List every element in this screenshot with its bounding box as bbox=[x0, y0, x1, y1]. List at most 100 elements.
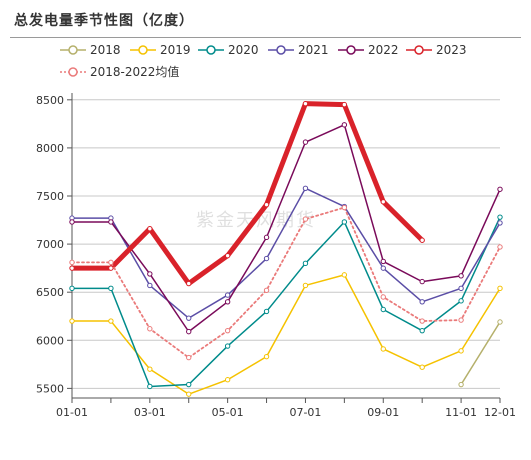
data-point-2022-12-01 bbox=[497, 186, 503, 192]
data-point-2018-2022--05-01 bbox=[224, 327, 231, 334]
series-line-2019 bbox=[71, 274, 501, 395]
data-point-2023-07-01 bbox=[302, 100, 309, 107]
data-point-2022-11-01 bbox=[458, 273, 464, 279]
data-point-2021-07-01 bbox=[302, 185, 309, 192]
data-point-2023-03-01 bbox=[147, 226, 153, 232]
legend-item-2018[interactable]: 2018 bbox=[60, 40, 121, 60]
data-point-2021-05-01 bbox=[224, 292, 231, 298]
data-point-2020-05-01 bbox=[224, 343, 231, 349]
data-point-2019-07-01 bbox=[302, 282, 309, 289]
y-tick-label-8000: 8000 bbox=[36, 142, 64, 155]
y-tick-label-7000: 7000 bbox=[36, 238, 64, 251]
data-point-2022-05-01 bbox=[224, 299, 231, 305]
data-point-2021-10-01 bbox=[419, 299, 425, 305]
data-point-2023-05-01 bbox=[224, 252, 231, 259]
chart-title: 总发电量季节性图（亿度） bbox=[14, 13, 194, 29]
legend-item-2020[interactable]: 2020 bbox=[198, 40, 259, 60]
data-point-2018-2022--11-01 bbox=[458, 317, 464, 323]
data-point-2020-08-01 bbox=[341, 219, 348, 225]
data-point-2019-06-01 bbox=[263, 353, 270, 360]
data-point-2023-01-01 bbox=[69, 265, 75, 271]
data-point-2019-01-01 bbox=[69, 318, 75, 324]
data-point-2021-09-01 bbox=[380, 265, 386, 271]
data-point-2019-03-01 bbox=[147, 366, 153, 372]
legend-label-2018-2022-: 2018-2022均值 bbox=[90, 65, 180, 79]
series-line-2020 bbox=[71, 216, 501, 388]
legend-label-2022: 2022 bbox=[368, 43, 399, 57]
legend-label-2019: 2019 bbox=[160, 43, 191, 57]
data-point-2019-12-01 bbox=[497, 285, 503, 292]
data-point-2021-04-01 bbox=[186, 315, 192, 321]
legend-swatch-2022 bbox=[338, 45, 364, 55]
data-point-2022-03-01 bbox=[147, 271, 153, 277]
x-tick-label-05-01: 05-01 bbox=[212, 406, 244, 419]
data-point-2018-2022--01-01 bbox=[69, 259, 75, 266]
legend-item-2019[interactable]: 2019 bbox=[130, 40, 191, 60]
data-point-2019-04-01 bbox=[186, 391, 192, 397]
data-point-2022-01-01 bbox=[69, 219, 75, 225]
series-line-2018 bbox=[460, 321, 501, 386]
legend-swatch-2019 bbox=[130, 45, 156, 55]
data-point-2022-09-01 bbox=[380, 258, 386, 265]
data-point-2019-11-01 bbox=[458, 348, 464, 354]
data-point-2021-12-01 bbox=[497, 220, 503, 226]
x-tick-label-01-01: 01-01 bbox=[56, 406, 88, 419]
data-point-2020-12-01 bbox=[497, 214, 503, 220]
title-divider bbox=[10, 37, 521, 38]
data-point-2018-12-01 bbox=[497, 319, 503, 325]
data-point-2019-05-01 bbox=[224, 377, 231, 383]
legend-swatch-2020 bbox=[198, 45, 224, 55]
legend-item-2023[interactable]: 2023 bbox=[406, 40, 467, 60]
data-point-2020-01-01 bbox=[69, 285, 75, 292]
data-point-2023-04-01 bbox=[186, 280, 192, 287]
data-point-2020-06-01 bbox=[263, 308, 270, 315]
data-point-2018-11-01 bbox=[458, 381, 464, 388]
x-tick-label-12-01: 12-01 bbox=[484, 406, 516, 419]
data-point-2018-2022--02-01 bbox=[108, 259, 114, 266]
data-point-2019-02-01 bbox=[108, 318, 114, 324]
data-point-2020-04-01 bbox=[186, 381, 192, 388]
legend-swatch-2023 bbox=[406, 45, 432, 55]
data-point-2020-03-01 bbox=[147, 383, 153, 390]
series-line-2018-2022- bbox=[71, 206, 501, 359]
y-tick-label-6500: 6500 bbox=[36, 286, 64, 299]
data-point-2019-09-01 bbox=[380, 346, 386, 352]
legend-label-2023: 2023 bbox=[436, 43, 467, 57]
series-line-2021 bbox=[71, 187, 501, 319]
legend-item-2018-2022-[interactable]: 2018-2022均值 bbox=[60, 62, 179, 82]
data-point-2018-2022--09-01 bbox=[380, 294, 386, 300]
y-tick-label-6000: 6000 bbox=[36, 334, 64, 347]
data-point-2020-07-01 bbox=[302, 260, 309, 267]
legend-swatch-2018-2022- bbox=[60, 67, 86, 77]
data-point-2023-06-01 bbox=[263, 201, 270, 208]
y-tick-label-5500: 5500 bbox=[36, 382, 64, 395]
data-point-2022-08-01 bbox=[341, 122, 348, 128]
data-point-2019-10-01 bbox=[419, 364, 425, 370]
data-point-2020-09-01 bbox=[380, 306, 386, 313]
x-tick-label-03-01: 03-01 bbox=[134, 406, 166, 419]
legend-item-2022[interactable]: 2022 bbox=[338, 40, 399, 60]
legend-label-2020: 2020 bbox=[228, 43, 259, 57]
data-point-2021-06-01 bbox=[263, 255, 270, 262]
data-point-2018-2022--07-01 bbox=[302, 216, 309, 222]
data-point-2018-2022--03-01 bbox=[147, 326, 153, 332]
legend-swatch-2018 bbox=[60, 45, 86, 55]
data-point-2023-09-01 bbox=[380, 199, 386, 205]
data-point-2021-11-01 bbox=[458, 285, 464, 292]
data-point-2023-02-01 bbox=[108, 265, 114, 271]
legend-item-2021[interactable]: 2021 bbox=[268, 40, 329, 60]
data-point-2020-02-01 bbox=[108, 285, 114, 292]
data-point-2018-2022--08-01 bbox=[341, 204, 348, 211]
data-point-2022-06-01 bbox=[263, 234, 270, 241]
data-point-2018-2022--12-01 bbox=[497, 244, 503, 250]
x-tick-label-11-01: 11-01 bbox=[445, 406, 477, 419]
data-point-2019-08-01 bbox=[341, 272, 348, 278]
data-point-2018-2022--04-01 bbox=[186, 354, 192, 361]
x-tick-label-09-01: 09-01 bbox=[367, 406, 399, 419]
data-point-2018-2022--06-01 bbox=[263, 287, 270, 293]
series-line-2023 bbox=[69, 101, 425, 287]
legend-swatch-2021 bbox=[268, 45, 294, 55]
data-point-2022-10-01 bbox=[419, 278, 425, 285]
data-point-2022-07-01 bbox=[302, 139, 309, 145]
